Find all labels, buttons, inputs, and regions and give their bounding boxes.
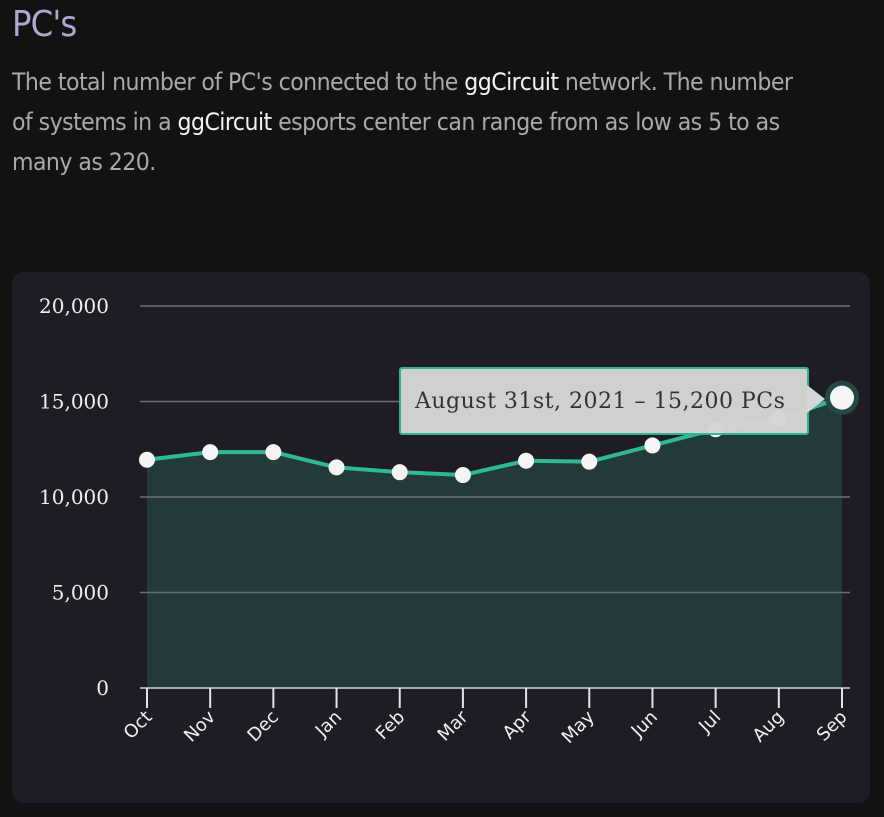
x-tick-label: Aug [749,707,789,747]
x-tick-label: Apr [499,706,536,743]
data-point[interactable] [391,464,408,481]
tooltip-arrow [807,385,825,413]
brand-name: ggCircuit [177,108,273,136]
x-tick-label: Sep [813,707,852,746]
y-tick-label: 5,000 [52,581,109,605]
x-tick-label: Dec [243,707,282,746]
data-point[interactable] [581,453,598,470]
x-tick-label: Jun [627,707,662,742]
data-point[interactable] [518,452,535,469]
x-tick-label: May [558,706,599,747]
y-tick-label: 0 [96,676,109,700]
data-point[interactable] [644,437,661,454]
x-tick-label: Jul [694,707,725,738]
area-fill [147,397,842,688]
x-tick-label: Oct [120,707,157,744]
page-title: PC's [12,4,77,45]
data-point[interactable] [265,444,282,461]
page-description: The total number of PC's connected to th… [12,62,803,182]
x-tick-label: Mar [434,706,473,745]
desc-text: esports center can range from as low as … [12,108,780,176]
desc-text: network. The number of systems in a [12,68,793,136]
data-point[interactable] [202,444,219,461]
desc-text: The total number of PC's connected to th… [12,68,465,96]
x-tick-label: Nov [180,706,220,746]
data-point[interactable] [454,467,471,484]
brand-name: ggCircuit [464,68,559,96]
y-tick-label: 20,000 [39,294,109,318]
y-tick-label: 10,000 [39,485,109,509]
data-point[interactable] [328,459,345,476]
data-point[interactable] [139,451,155,468]
x-tick-label: Feb [372,707,409,744]
tooltip-text: August 31st, 2021 – 15,200 PCs [415,388,786,414]
x-tick-label: Jan [311,707,346,742]
chart-tooltip: August 31st, 2021 – 15,200 PCs [399,367,809,435]
data-point[interactable] [830,385,854,410]
y-tick-label: 15,000 [39,390,109,414]
